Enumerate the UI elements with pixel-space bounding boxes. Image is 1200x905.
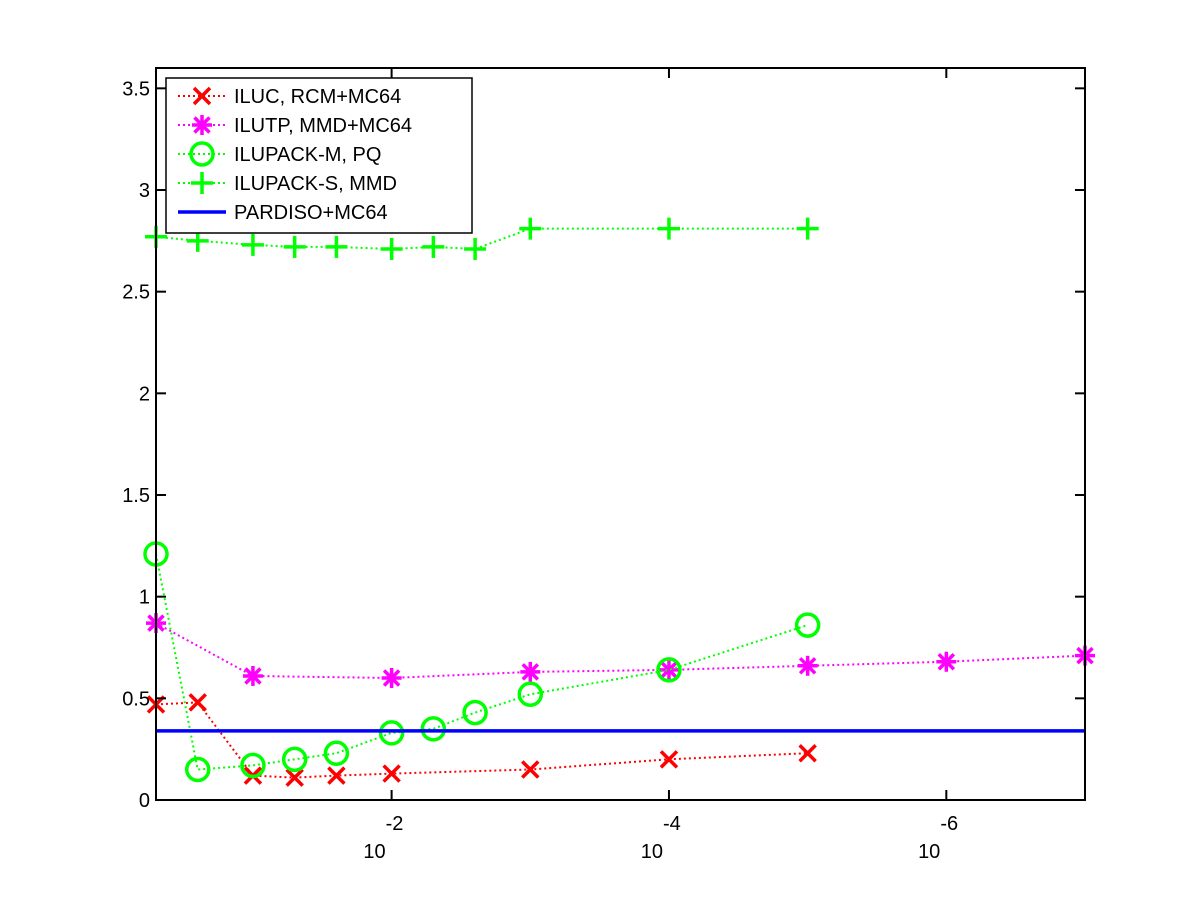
- series-1-point-6-stroke-b: [937, 652, 956, 671]
- axes-layer: 00.511.522.533.510-210-410-6: [122, 67, 1086, 863]
- chart-legend: ILUC, RCM+MC64 ILUTP, MMD+MC64 ILUPACK-M, …: [165, 77, 473, 234]
- legend-entry-0-marker-stroke-b: [192, 86, 212, 106]
- series-1-point-6: [936, 651, 957, 672]
- x-tick-label-exponent-2: -6: [940, 813, 958, 835]
- x-tick-label-base-0: 10: [363, 841, 385, 863]
- series-0-point-8: [798, 743, 817, 763]
- series-2-point-4-ring: [323, 740, 350, 766]
- series-3-point-9: [657, 217, 680, 240]
- series-2-point-7: [462, 699, 488, 726]
- series-0-point-6-stroke-b: [521, 760, 540, 779]
- series-2-point-9: [656, 657, 682, 683]
- x-tick-label-exponent-0: -2: [386, 813, 404, 835]
- series-1-point-3: [520, 661, 541, 682]
- series-2-point-9-ring: [656, 657, 682, 683]
- series-3-point-5: [380, 237, 403, 260]
- series-0-point-4: [327, 766, 346, 785]
- legend-entry-1-label: ILUTP, MMD+MC64: [234, 115, 412, 137]
- series-1-point-5-stroke-b: [798, 657, 817, 675]
- series-1-point-1: [242, 665, 263, 686]
- legend-entry-0: ILUC, RCM+MC64: [178, 86, 401, 108]
- series-3-point-10: [796, 217, 819, 240]
- series-3-point-7: [464, 237, 487, 260]
- series-2-point-5: [378, 720, 405, 746]
- series-3-point-2: [241, 233, 264, 256]
- series-2-point-10-ring: [794, 612, 821, 638]
- series-0-point-3-stroke-b: [285, 768, 304, 787]
- y-tick-label-6: 3: [139, 180, 150, 202]
- series-1-point-4: [658, 659, 679, 680]
- legend-entry-3: ILUPACK-S, MMD: [178, 172, 397, 195]
- series-0-point-8-stroke-b: [798, 743, 817, 763]
- legend-entry-2-marker-ring: [189, 141, 215, 167]
- series-2-point-8-ring: [517, 681, 544, 708]
- series-2-point-2-ring: [240, 752, 266, 779]
- legend-entry-4-label: PARDISO+MC64: [234, 202, 388, 224]
- series-3-point-3: [283, 235, 306, 258]
- y-tick-label-1: 0.5: [122, 688, 150, 710]
- series-0-point-5-stroke-b: [382, 764, 401, 783]
- axes-box: [155, 67, 1086, 801]
- x-tick-label-base-2: 10: [918, 841, 940, 863]
- legend-entry-0-marker: [192, 86, 212, 106]
- x-tick-label-exponent-1: -4: [663, 813, 681, 835]
- series-3-point-6: [422, 235, 445, 258]
- legend-entry-3-marker: [191, 172, 213, 194]
- x-tick-label-base-1: 10: [641, 841, 663, 863]
- legend-entry-0-label: ILUC, RCM+MC64: [234, 86, 401, 108]
- y-tick-label-5: 2.5: [122, 282, 150, 304]
- series-2-point-5-ring: [378, 720, 405, 746]
- legend-entry-1: ILUTP, MMD+MC64: [178, 115, 412, 137]
- y-tick-label-3: 1.5: [122, 485, 150, 507]
- series-1-point-1-stroke-b: [244, 667, 262, 685]
- legend-entry-3-label: ILUPACK-S, MMD: [234, 173, 397, 195]
- legend-entry-1-marker: [192, 115, 212, 135]
- y-tick-label-2: 1: [139, 587, 150, 609]
- series-0-point-7: [659, 750, 679, 769]
- legend-entry-2-marker: [189, 141, 215, 167]
- series-2-point-8: [517, 681, 544, 708]
- series-3-point-4: [325, 235, 348, 258]
- series-1-point-2-stroke-b: [382, 669, 401, 687]
- y-tick-label-0: 0: [139, 790, 150, 812]
- legend-box: [165, 77, 473, 234]
- series-2-point-10: [794, 612, 821, 638]
- series-0-point-7-stroke-b: [659, 750, 679, 769]
- legend-entry-2-label: ILUPACK-M, PQ: [234, 144, 381, 166]
- series-2-point-2: [240, 752, 266, 779]
- series-2-point-6: [420, 716, 447, 742]
- series-2-point-4: [323, 740, 350, 766]
- legend-entry-2: ILUPACK-M, PQ: [178, 141, 381, 167]
- series-2-point-1-ring: [184, 756, 211, 783]
- series-2-point-3-ring: [281, 746, 308, 773]
- series-2-line: [155, 553, 808, 771]
- series-1-point-4-stroke-b: [660, 661, 678, 679]
- series-0-point-4-stroke-b: [327, 766, 346, 785]
- series-2-point-1: [184, 756, 211, 783]
- series-0-point-6: [521, 760, 540, 779]
- series-1-point-3-stroke-b: [521, 663, 540, 681]
- series-0-point-5: [382, 764, 401, 783]
- series-0-point-3: [285, 768, 304, 787]
- series-2-point-3: [281, 746, 308, 773]
- series-2-point-6-ring: [420, 716, 447, 742]
- series-3-point-8: [519, 217, 542, 240]
- series-1-line: [155, 622, 1086, 680]
- series-2: [143, 541, 821, 783]
- series-0-point-1-stroke-b: [188, 693, 207, 712]
- series-2-point-7-ring: [462, 699, 488, 726]
- legend-entry-1-marker-stroke-b: [193, 116, 211, 134]
- legend-entry-4: PARDISO+MC64: [178, 202, 388, 224]
- series-0: [146, 693, 817, 787]
- y-tick-label-7: 3.5: [122, 78, 150, 100]
- series-1-point-2: [381, 668, 402, 688]
- y-tick-label-4: 2: [139, 383, 150, 405]
- series-0-point-1: [188, 693, 207, 712]
- series-1-point-5: [797, 655, 818, 676]
